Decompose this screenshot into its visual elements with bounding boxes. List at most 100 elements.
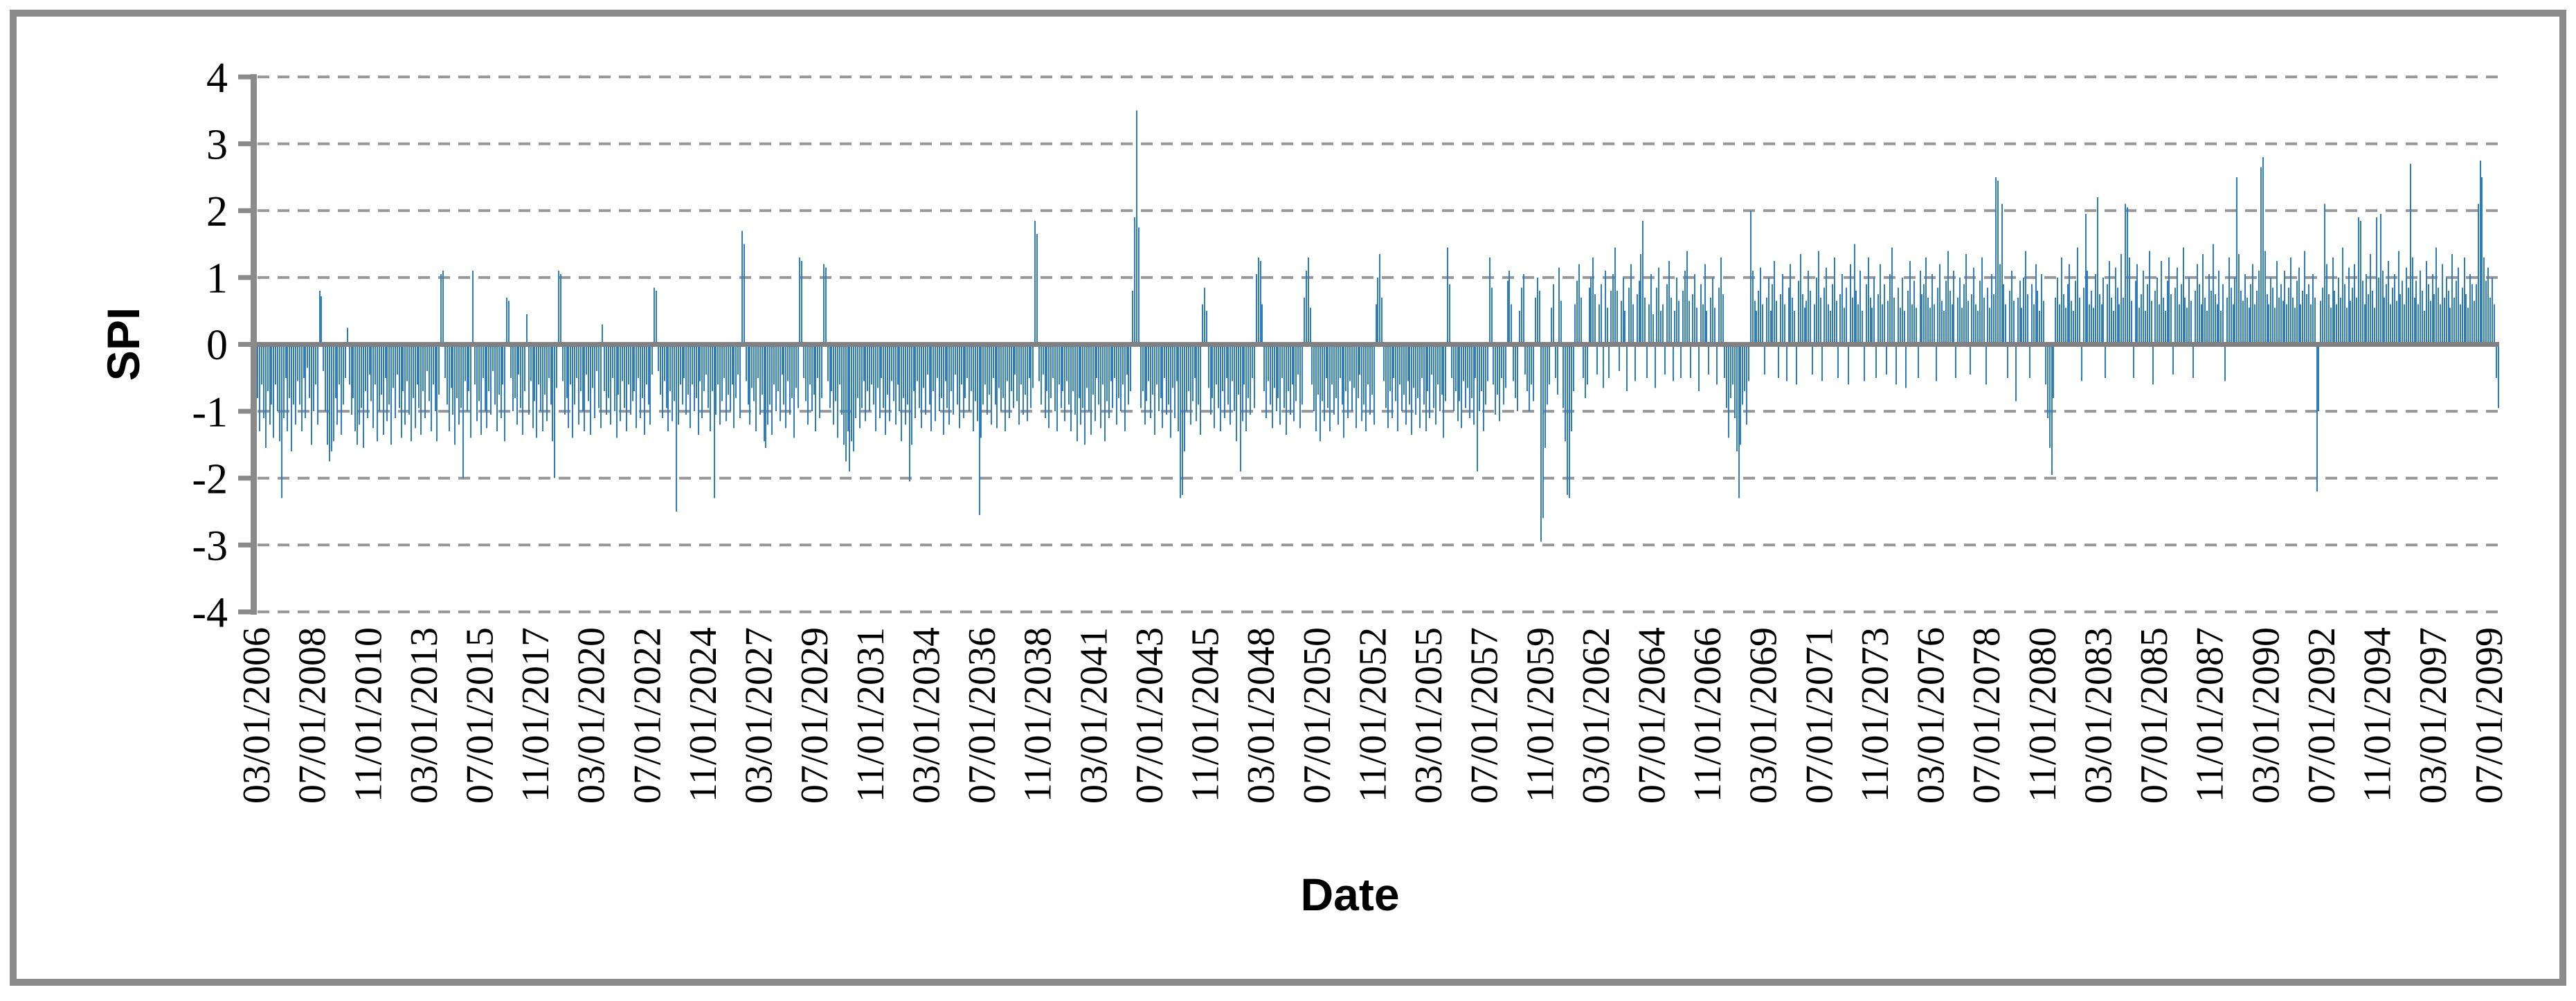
bar — [2163, 297, 2164, 345]
bar — [1061, 344, 1062, 408]
bar — [2057, 277, 2058, 345]
bar — [572, 344, 573, 438]
bar — [592, 344, 593, 388]
bar — [1020, 344, 1022, 385]
bar — [1628, 287, 1630, 345]
bar — [1754, 300, 1756, 345]
x-tick-label: 07/01/2092 — [2300, 627, 2343, 804]
bar — [2035, 264, 2037, 345]
bar — [1736, 344, 1738, 452]
bar — [1074, 344, 1076, 415]
bar — [1560, 300, 1562, 345]
bar — [694, 344, 695, 412]
bar — [1041, 344, 1042, 405]
bar — [1768, 277, 1769, 345]
bar — [1292, 344, 1293, 385]
bar — [1371, 344, 1373, 395]
y-tick — [238, 609, 257, 615]
bar — [492, 344, 494, 372]
bar — [2186, 307, 2188, 345]
bar — [2428, 284, 2429, 345]
bar — [1399, 344, 1400, 385]
bar — [566, 344, 568, 398]
bar — [354, 344, 356, 432]
bar — [1453, 344, 1454, 412]
bar — [767, 344, 768, 425]
bar — [1808, 271, 1809, 345]
bar — [933, 344, 934, 392]
bar — [1160, 344, 1162, 398]
bar — [1393, 344, 1394, 378]
bar — [401, 344, 402, 438]
bar — [2037, 291, 2038, 345]
bar — [1222, 344, 1223, 392]
bar — [426, 344, 428, 372]
bar — [1315, 344, 1317, 432]
bar — [1644, 297, 1646, 345]
bar — [2489, 297, 2491, 345]
bar — [1342, 344, 1343, 405]
y-tick-label: 3 — [206, 121, 228, 168]
bar — [1682, 291, 1684, 345]
bar — [1023, 344, 1024, 415]
bar — [2372, 291, 2373, 345]
bar — [1054, 344, 1056, 412]
bar — [588, 344, 589, 402]
bar — [303, 344, 305, 378]
bar — [1547, 344, 1548, 405]
bar — [2268, 304, 2269, 345]
bar — [1114, 344, 1115, 378]
bar — [1090, 344, 1092, 435]
x-tick-label: 03/01/2055 — [1407, 627, 1450, 804]
bar — [807, 344, 809, 425]
bar — [1465, 344, 1466, 408]
bar — [1363, 344, 1364, 405]
bar — [1118, 344, 1119, 398]
bar — [388, 344, 390, 405]
bar — [821, 344, 822, 398]
bar — [1639, 280, 1640, 345]
bar — [1056, 344, 1058, 432]
bar — [1544, 344, 1546, 449]
bar — [1923, 284, 1925, 345]
bar — [1692, 294, 1693, 345]
bar — [1156, 344, 1158, 385]
bar — [672, 344, 673, 422]
bar — [865, 344, 866, 422]
bar — [1331, 344, 1333, 385]
bar — [1531, 344, 1532, 385]
bar — [1014, 344, 1016, 375]
bar — [1592, 257, 1594, 345]
bar — [1728, 344, 1729, 438]
bar — [2453, 297, 2455, 345]
bar — [1868, 257, 1869, 345]
bar — [877, 344, 879, 388]
bar — [791, 344, 793, 398]
bar — [1373, 344, 1375, 425]
bar — [490, 344, 492, 415]
bar — [1607, 307, 1608, 345]
bar — [580, 344, 582, 392]
x-tick-label: 07/01/2036 — [961, 627, 1004, 804]
bar — [261, 344, 262, 385]
bar — [1792, 297, 1793, 345]
bar — [614, 344, 615, 412]
bar — [1172, 344, 1173, 388]
bar — [1748, 344, 1749, 381]
bar — [548, 344, 550, 378]
bar — [1112, 344, 1113, 408]
bar — [2374, 307, 2375, 345]
bar — [1340, 344, 1341, 378]
bar — [1698, 344, 1700, 392]
bar — [1389, 344, 1391, 392]
bar — [2083, 287, 2084, 345]
x-tick-label: 07/01/2057 — [1463, 627, 1506, 804]
bar — [1540, 344, 1542, 542]
bar — [538, 344, 539, 385]
bar — [1104, 344, 1106, 442]
bar — [1248, 344, 1249, 398]
bar — [2410, 163, 2411, 345]
bar — [897, 344, 899, 385]
bar — [642, 344, 643, 398]
bar — [2476, 284, 2477, 345]
